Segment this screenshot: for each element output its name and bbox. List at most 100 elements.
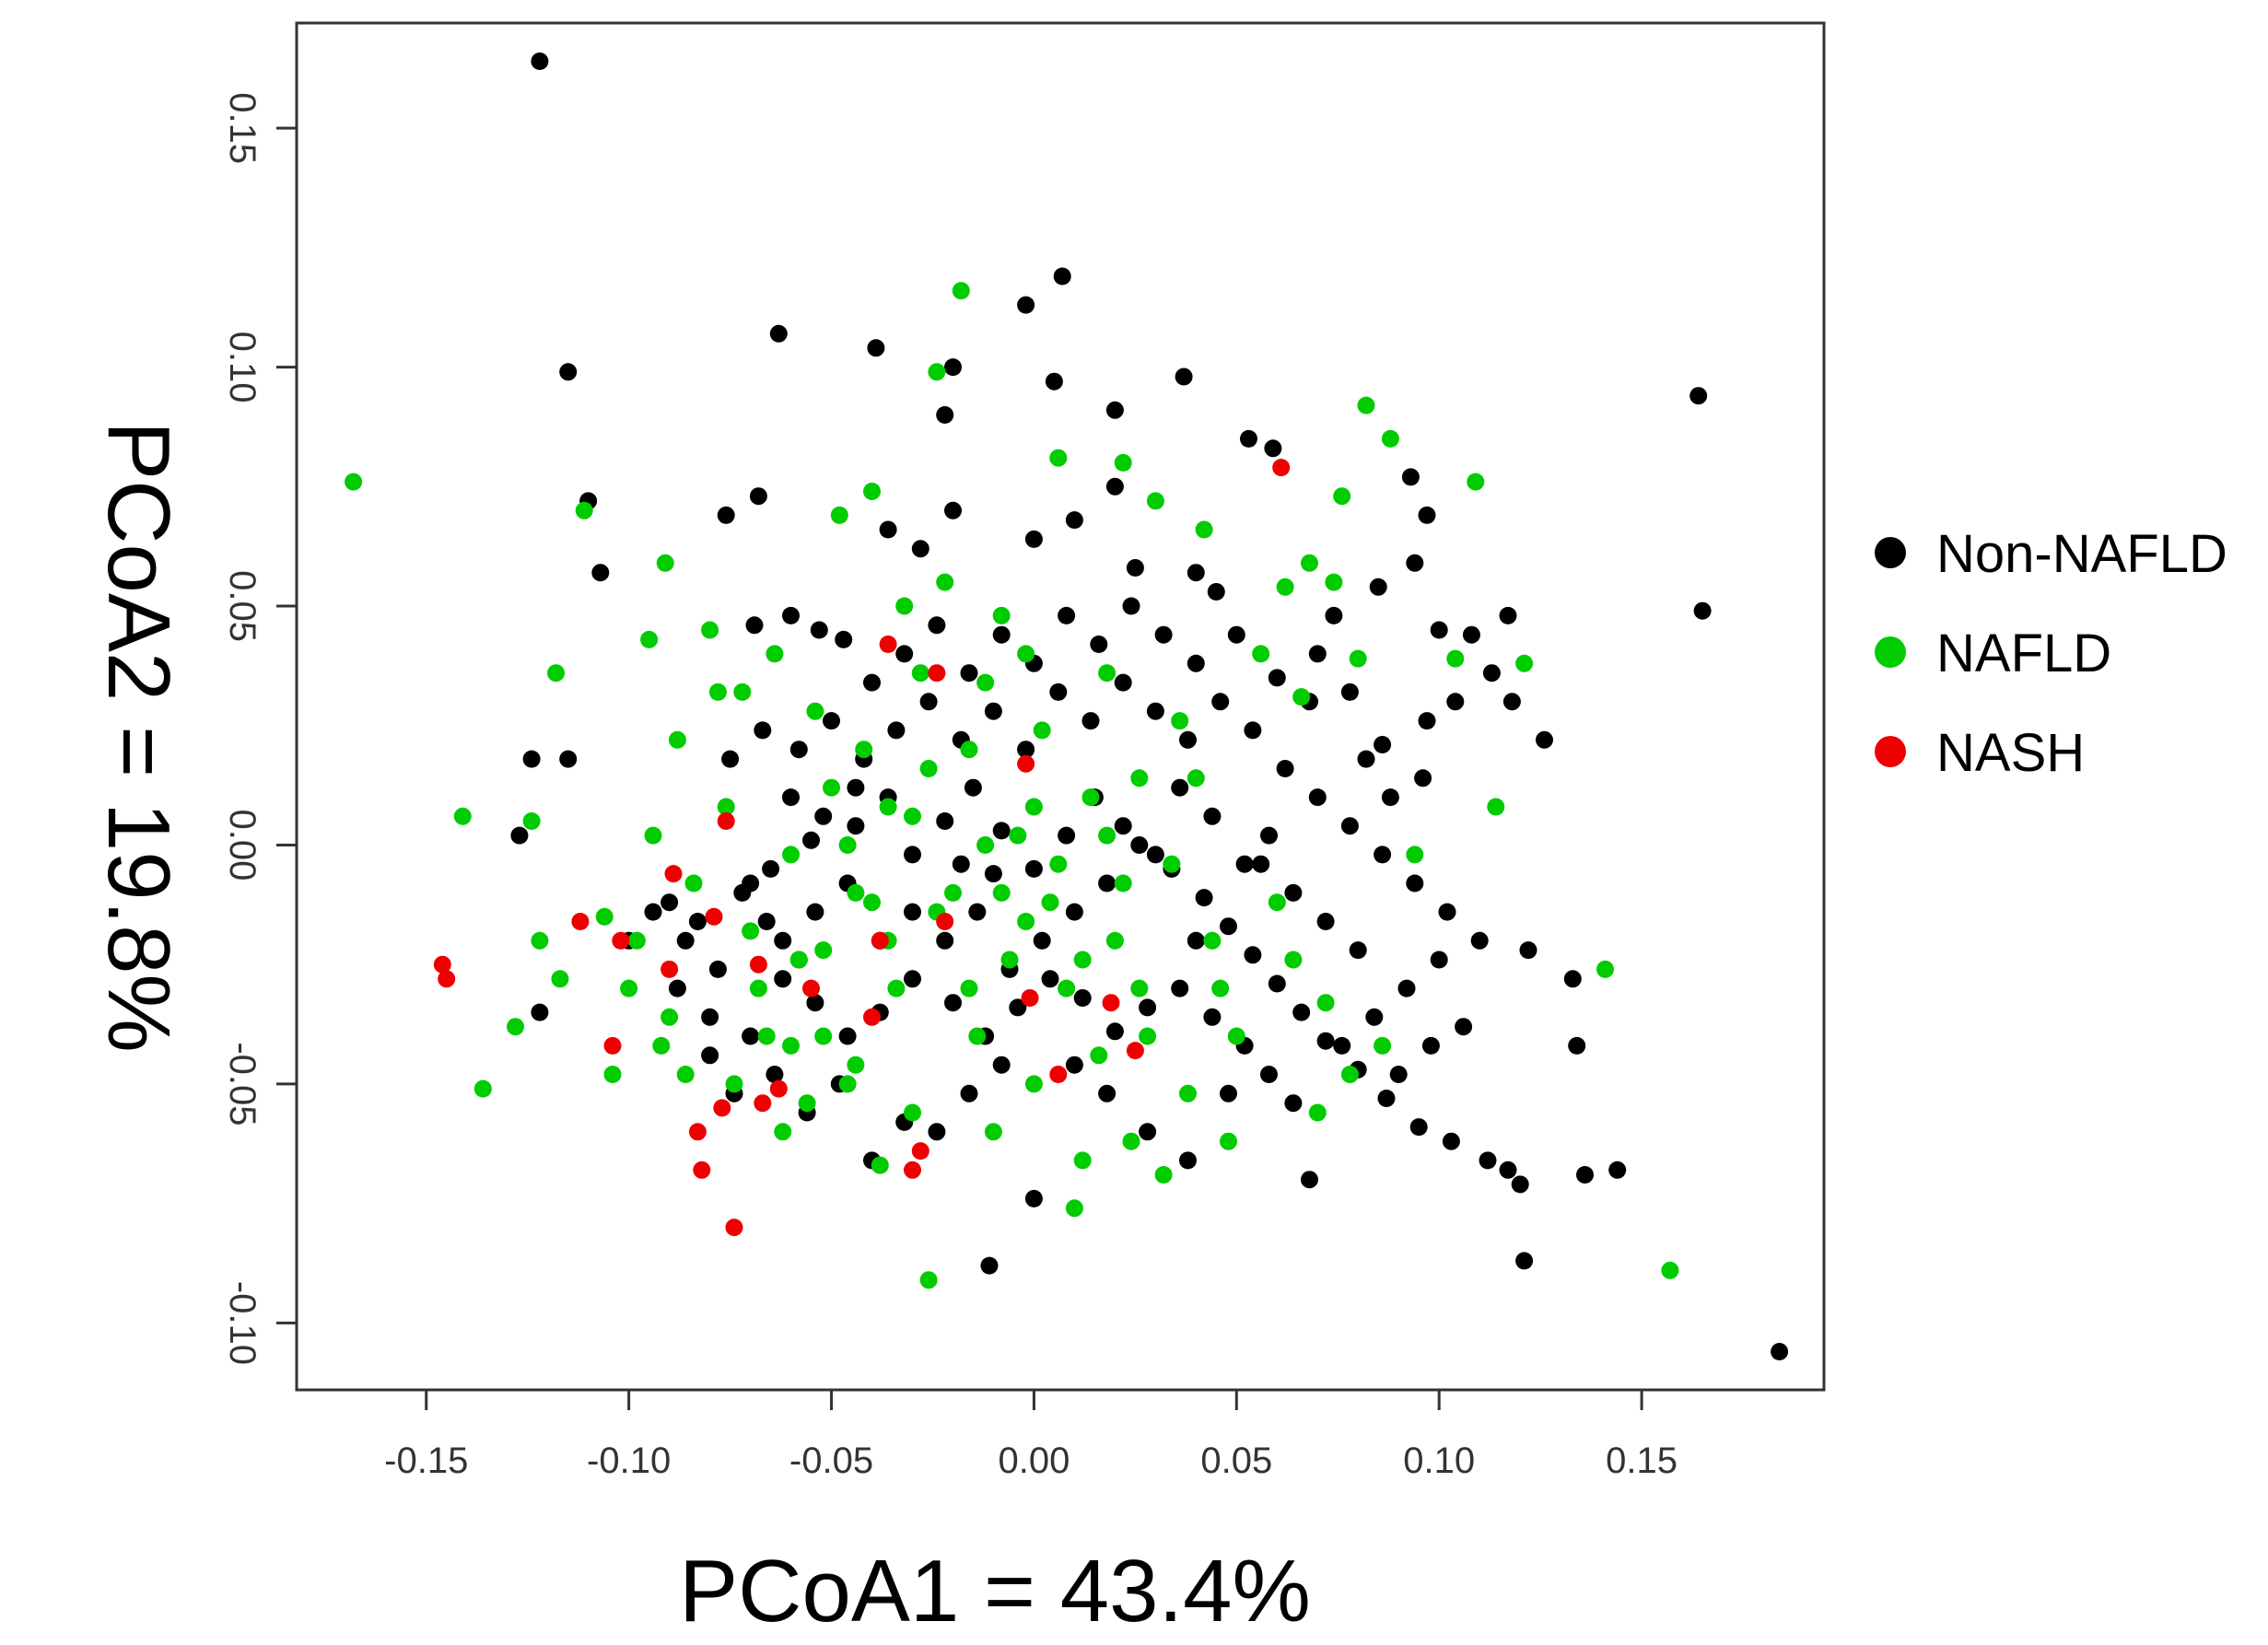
data-point-nafld-57 [1017,645,1035,663]
data-point-non-nafld-47 [1499,606,1517,624]
data-point-nafld-67 [1098,664,1116,682]
data-point-nafld-125 [1017,913,1035,930]
data-point-non-nafld-30 [944,501,962,519]
data-point-non-nafld-178 [1430,951,1448,969]
data-point-non-nafld-21 [1771,1343,1789,1360]
data-point-non-nafld-44 [1406,554,1424,572]
data-point-nafld-73 [1146,492,1164,510]
data-point-non-nafld-110 [1244,721,1262,740]
data-point-nash-9 [705,907,723,926]
data-point-non-nafld-177 [1397,979,1416,998]
data-point-nash-10 [713,1099,731,1117]
data-point-non-nafld-35 [1187,564,1205,582]
data-point-non-nafld-200 [782,788,800,807]
data-point-non-nafld-120 [1568,1036,1586,1055]
data-point-non-nafld-88 [1073,989,1092,1007]
data-point-non-nafld-185 [1252,855,1270,873]
data-point-nafld-91 [1316,994,1335,1012]
data-point-non-nafld-152 [676,931,695,950]
data-point-nafld-107 [684,874,703,892]
data-point-nafld-93 [1333,487,1351,506]
data-point-non-nafld-5 [522,750,541,768]
data-point-non-nafld-38 [1268,669,1286,687]
data-point-non-nafld-1 [559,363,578,381]
data-point-non-nafld-16 [1175,368,1193,386]
y-axis: -0.10 -0.05 0.00 0.05 0.10 0.15 [222,92,297,1365]
data-point-non-nafld-25 [782,606,800,624]
data-point-non-nafld-162 [928,1123,946,1141]
data-point-non-nafld-149 [774,931,792,950]
data-point-non-nafld-37 [1227,625,1245,644]
data-point-non-nafld-175 [1333,1036,1351,1055]
data-point-non-nafld-29 [911,540,929,558]
data-point-non-nafld-111 [1276,760,1294,777]
data-point-nafld-127 [1114,874,1132,892]
data-point-non-nafld-141 [1033,931,1051,950]
data-point-non-nafld-169 [1179,1151,1197,1170]
data-point-nafld-21 [717,798,735,816]
data-point-non-nafld-96 [789,741,808,759]
data-point-nafld-19 [701,621,719,639]
data-point-nafld-74 [1154,1166,1173,1184]
data-point-nafld-102 [1487,798,1505,816]
x-axis-title: PCoA1 = 43.4% [679,1542,1311,1640]
y-tick-label-2: 0.00 [222,810,263,881]
data-point-non-nafld-107 [1146,702,1164,720]
data-point-nafld-92 [1325,573,1343,591]
data-point-non-nafld-196 [1090,636,1108,653]
data-point-nafld-110 [847,1056,865,1074]
data-point-non-nafld-157 [766,1066,784,1083]
data-point-non-nafld-118 [1519,941,1537,960]
data-point-non-nafld-89 [1105,1022,1124,1041]
legend-label-non-nafld: Non-NAFLD [1936,524,2227,584]
data-point-non-nafld-173 [980,1256,999,1275]
data-point-non-nafld-114 [1374,846,1392,864]
data-point-nafld-70 [1122,1132,1140,1150]
x-tick-label-2: -0.05 [789,1441,873,1481]
data-point-non-nafld-32 [1065,511,1083,530]
data-point-non-nafld-12 [944,358,962,377]
data-point-non-nafld-192 [960,664,978,682]
data-point-non-nafld-181 [1455,1018,1473,1036]
data-point-nafld-54 [992,606,1011,624]
data-point-non-nafld-70 [1114,817,1132,835]
data-point-non-nafld-153 [644,903,662,921]
data-point-nafld-41 [887,979,906,998]
data-point-non-nafld-39 [1308,645,1327,663]
data-point-non-nafld-78 [742,1027,760,1045]
legend-label-nash: NASH [1936,723,2085,783]
data-point-non-nafld-151 [708,960,727,978]
data-point-nafld-6 [547,664,565,682]
data-point-non-nafld-27 [835,630,853,648]
data-point-non-nafld-205 [984,865,1002,883]
data-point-nafld-100 [1446,649,1465,668]
x-tick-label-4: 0.05 [1200,1441,1272,1481]
data-point-non-nafld-133 [1268,974,1286,993]
data-point-non-nafld-128 [1409,1118,1428,1137]
data-point-non-nafld-45 [1430,621,1448,639]
data-point-nafld-33 [823,778,840,797]
data-point-nafld-80 [1203,931,1222,950]
y-tick-label-4: 0.10 [222,332,263,403]
data-point-nafld-37 [855,741,873,759]
data-point-nash-17 [863,1008,881,1026]
data-point-non-nafld-24 [745,616,764,635]
data-point-non-nafld-9 [867,339,885,357]
data-point-nash-7 [688,1123,707,1141]
data-point-nafld-27 [774,1123,792,1141]
data-point-non-nafld-36 [1207,583,1225,601]
data-point-nafld-117 [1073,951,1092,969]
data-point-non-nafld-95 [754,721,772,740]
data-point-non-nafld-139 [1098,874,1116,892]
data-point-nafld-39 [871,1156,889,1174]
data-point-non-nafld-197 [1122,597,1140,615]
data-point-non-nafld-86 [1009,998,1027,1017]
data-point-non-nafld-190 [895,645,914,663]
data-point-non-nafld-172 [1301,1171,1318,1189]
data-point-nash-21 [911,1142,929,1161]
data-point-non-nafld-73 [1203,807,1222,825]
data-point-nafld-24 [749,979,767,998]
x-axis: -0.15 -0.10 -0.05 0.00 0.05 0.10 0.15 [384,1388,1678,1481]
data-point-non-nafld-11 [1053,267,1071,286]
data-point-nash-18 [871,931,889,950]
